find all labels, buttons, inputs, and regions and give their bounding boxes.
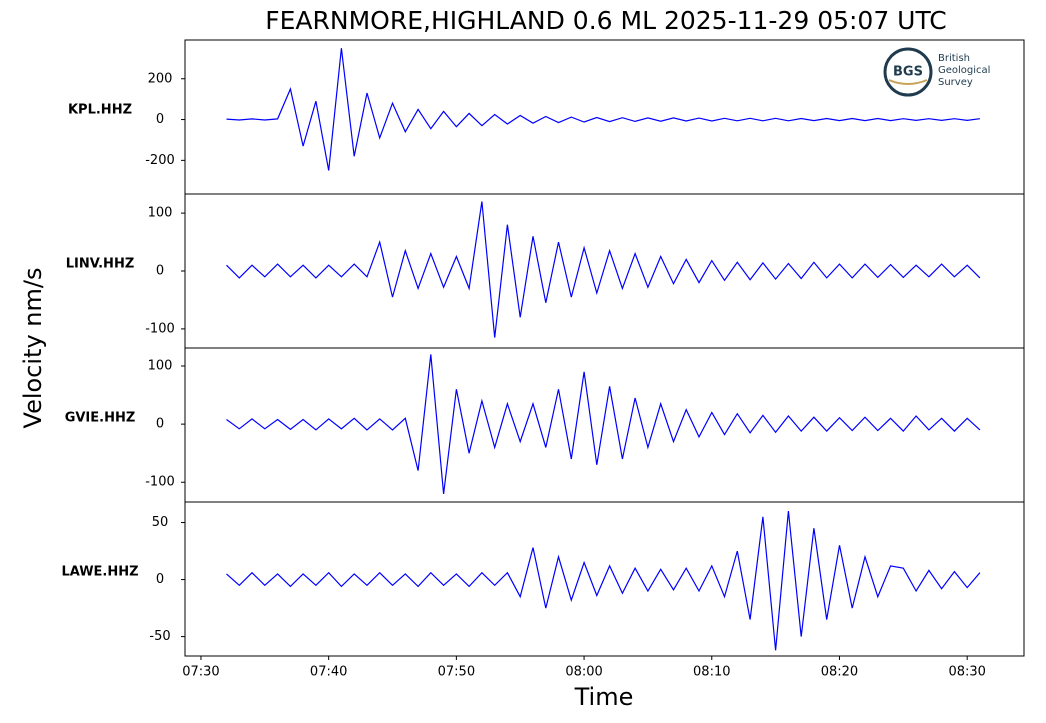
panel-frame: [184, 501, 1025, 657]
y-tick-label: 0: [156, 572, 164, 587]
logo-swoosh: [888, 79, 928, 85]
panel: GVIE.HHZ -100 0 100: [65, 347, 1025, 503]
panel: LINV.HHZ -100 0 100: [66, 193, 1025, 349]
y-tick-label: -100: [145, 321, 175, 336]
panel-frame: [184, 347, 1025, 503]
y-tick-label: 100: [148, 206, 173, 221]
x-tick-label: 07:50: [438, 665, 475, 680]
x-tick-label: 08:30: [948, 665, 985, 680]
y-tick-label: 0: [156, 264, 164, 279]
station-label: KPL.HHZ: [68, 103, 132, 118]
logo: BGS British Geological Survey: [883, 47, 990, 97]
station-label: LAWE.HHZ: [61, 565, 138, 580]
figure-title: FEARNMORE,HIGHLAND 0.6 ML 2025-11-29 05:…: [265, 6, 947, 35]
y-tick-label: 0: [156, 112, 164, 127]
x-tick-label: 08:10: [693, 665, 730, 680]
x-tick-label: 08:20: [821, 665, 858, 680]
panel: KPL.HHZ -200 0 200: [68, 39, 1025, 195]
y-tick-label: -100: [145, 475, 175, 490]
y-tick-label: 50: [152, 515, 169, 530]
y-tick-label: 200: [148, 71, 173, 86]
panel-frame: [184, 193, 1025, 349]
x-tick-label: 08:00: [565, 665, 602, 680]
logo-text: Geological: [938, 65, 990, 76]
y-tick-label: 0: [156, 417, 164, 432]
waveform: [226, 354, 981, 494]
logo-acronym: BGS: [893, 65, 923, 80]
x-axis-label: Time: [574, 683, 634, 711]
y-tick-label: -50: [149, 629, 170, 644]
waveform: [226, 511, 981, 651]
waveform: [226, 48, 980, 171]
waveform: [226, 201, 981, 338]
y-tick-label: 100: [148, 359, 173, 374]
panel: LAWE.HHZ -50 0 50 07:30 07:40 07:50 08:00 08:10 0…: [61, 501, 1025, 680]
y-tick-label: -200: [145, 153, 175, 168]
station-label: GVIE.HHZ: [65, 411, 136, 426]
x-tick-label: 07:30: [182, 665, 219, 680]
x-tick-label: 07:40: [310, 665, 347, 680]
logo-text: Survey: [938, 77, 973, 88]
station-label: LINV.HHZ: [66, 257, 135, 272]
y-axis-label: Velocity nm/s: [19, 268, 47, 429]
logo-text: British: [938, 53, 970, 64]
